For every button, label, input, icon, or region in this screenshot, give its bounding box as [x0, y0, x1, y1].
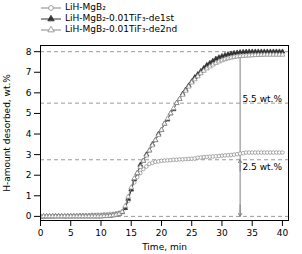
svg-text:2.5 wt.%: 2.5 wt.% [243, 162, 283, 172]
svg-text:10: 10 [95, 228, 107, 238]
svg-text:2: 2 [26, 170, 32, 180]
svg-text:40: 40 [277, 228, 289, 238]
svg-text:5: 5 [26, 108, 32, 118]
svg-text:5.5 wt.%: 5.5 wt.% [243, 94, 283, 104]
html-text:LiH-MgB₂-0.01TiF₃-de1st: LiH-MgB₂-0.01TiF₃-de1st [65, 13, 174, 23]
svg-text:6: 6 [26, 88, 32, 98]
html-text:LiH-MgB₂: LiH-MgB₂ [65, 2, 106, 12]
svg-text:20: 20 [156, 228, 168, 238]
svg-text:35: 35 [246, 228, 257, 238]
svg-text:5: 5 [68, 228, 74, 238]
svg-text:7: 7 [26, 67, 32, 77]
svg-text:25: 25 [186, 228, 197, 238]
svg-text:15: 15 [126, 228, 137, 238]
svg-text:0: 0 [38, 228, 44, 238]
svg-text:0: 0 [26, 211, 32, 221]
svg-text:Time, min: Time, min [141, 242, 187, 252]
svg-text:1: 1 [26, 191, 32, 201]
html-text:LiH-MgB₂-0.01TiF₃-de2nd: LiH-MgB₂-0.01TiF₃-de2nd [65, 24, 178, 34]
svg-text:4: 4 [26, 129, 32, 139]
svg-text:30: 30 [216, 228, 228, 238]
svg-text:8: 8 [26, 47, 32, 57]
svg-text:H-amount desorbed, wt.%: H-amount desorbed, wt.% [2, 74, 12, 192]
svg-text:3: 3 [26, 149, 32, 159]
